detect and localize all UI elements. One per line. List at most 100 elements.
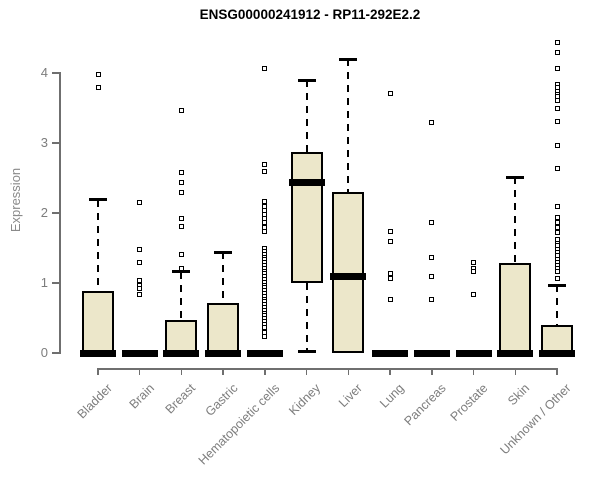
outlier-point: [554, 97, 560, 103]
whisker-cap: [297, 350, 316, 354]
outlier-point: [554, 142, 560, 148]
outlier-point: [554, 219, 560, 225]
y-axis-tick: [52, 142, 59, 144]
outlier-point: [178, 190, 184, 196]
x-axis-tick: [389, 369, 391, 375]
x-axis-tick: [347, 369, 350, 375]
box-collapsed-median: [413, 349, 450, 357]
box: [499, 262, 532, 353]
outlier-point: [262, 162, 268, 168]
whisker-cap: [339, 57, 358, 61]
x-axis-tick: [180, 369, 183, 375]
box-median: [288, 179, 325, 187]
outlier-point: [95, 71, 101, 77]
x-axis-tick: [97, 369, 99, 375]
outlier-point: [429, 120, 435, 126]
outlier-point: [554, 65, 560, 71]
x-axis-tick-label: Gastric: [202, 381, 241, 419]
outlier-point: [471, 259, 477, 265]
outlier-point: [554, 118, 560, 124]
y-axis-tick: [52, 282, 59, 284]
y-axis-tick: [52, 212, 59, 214]
whisker-cap: [214, 250, 233, 254]
outlier-point: [137, 291, 143, 297]
outlier-point: [387, 297, 393, 303]
whisker-line: [180, 271, 183, 321]
box: [290, 152, 323, 283]
x-axis-tick: [431, 369, 433, 375]
box-median: [205, 349, 242, 357]
outlier-point: [137, 246, 143, 252]
outlier-point: [178, 180, 184, 186]
outlier-point: [137, 200, 143, 205]
box-median: [497, 349, 534, 357]
outlier-point: [554, 275, 560, 281]
x-axis-tick: [264, 369, 266, 375]
outlier-point: [178, 251, 184, 257]
whisker-cap: [506, 175, 525, 179]
outlier-point: [471, 268, 477, 274]
outlier-point: [387, 228, 393, 234]
y-axis-line: [59, 72, 61, 354]
outlier-point: [262, 168, 268, 174]
outlier-point: [554, 203, 560, 209]
outlier-point: [178, 216, 184, 222]
whisker-line: [347, 59, 350, 192]
box-median: [539, 349, 576, 357]
outlier-point: [387, 270, 393, 276]
outlier-point: [387, 90, 393, 96]
x-axis-line: [97, 368, 559, 370]
x-axis-tick: [138, 369, 141, 375]
box-collapsed-median: [372, 349, 409, 357]
box-median: [80, 349, 116, 357]
whisker-cap: [548, 283, 567, 287]
y-axis-tick-label: 0: [40, 345, 48, 360]
chart-title: ENSG00000241912 - RP11-292E2.2: [199, 7, 421, 22]
x-axis-tick-label: Prostate: [447, 381, 491, 424]
whisker-cap: [172, 270, 191, 274]
y-axis-tick-label: 4: [40, 65, 48, 80]
whisker-line: [97, 199, 99, 291]
x-axis-tick-label: Skin: [505, 381, 533, 409]
outlier-point: [554, 49, 560, 55]
whisker-line: [305, 283, 308, 352]
outlier-point: [137, 286, 143, 292]
box: [207, 303, 240, 353]
outlier-point: [429, 297, 435, 303]
y-axis-tick-label: 2: [40, 205, 48, 220]
outlier-point: [95, 85, 101, 91]
outlier-point: [262, 228, 268, 234]
x-axis-tick-label: Kidney: [286, 381, 324, 418]
outlier-point: [554, 40, 560, 46]
box-collapsed-median: [121, 349, 158, 357]
x-axis-tick-label: Hematopoietic cells: [195, 381, 282, 468]
outlier-point: [137, 259, 143, 265]
outlier-point: [554, 165, 560, 171]
whisker-line: [514, 177, 517, 263]
x-axis-tick: [472, 369, 475, 375]
whisker-cap: [297, 78, 316, 82]
x-axis-tick-label: Pancreas: [401, 381, 449, 429]
outlier-point: [554, 106, 560, 112]
outlier-point: [429, 255, 435, 261]
whisker-line: [556, 285, 559, 325]
y-axis-tick-label: 1: [40, 275, 48, 290]
outlier-point: [262, 333, 268, 339]
outlier-point: [178, 107, 184, 113]
box-median: [163, 349, 200, 357]
x-axis-tick-label: Breast: [162, 381, 199, 417]
x-axis-tick: [556, 369, 558, 375]
outlier-point: [429, 220, 435, 226]
y-axis-tick: [52, 72, 59, 74]
outlier-point: [262, 65, 268, 71]
x-axis-tick: [222, 369, 224, 375]
outlier-point: [387, 239, 393, 245]
box: [165, 320, 198, 353]
outlier-point: [554, 269, 560, 275]
whisker-line: [305, 80, 308, 153]
outlier-point: [554, 230, 560, 236]
outlier-point: [387, 276, 393, 282]
outlier-point: [429, 273, 435, 279]
